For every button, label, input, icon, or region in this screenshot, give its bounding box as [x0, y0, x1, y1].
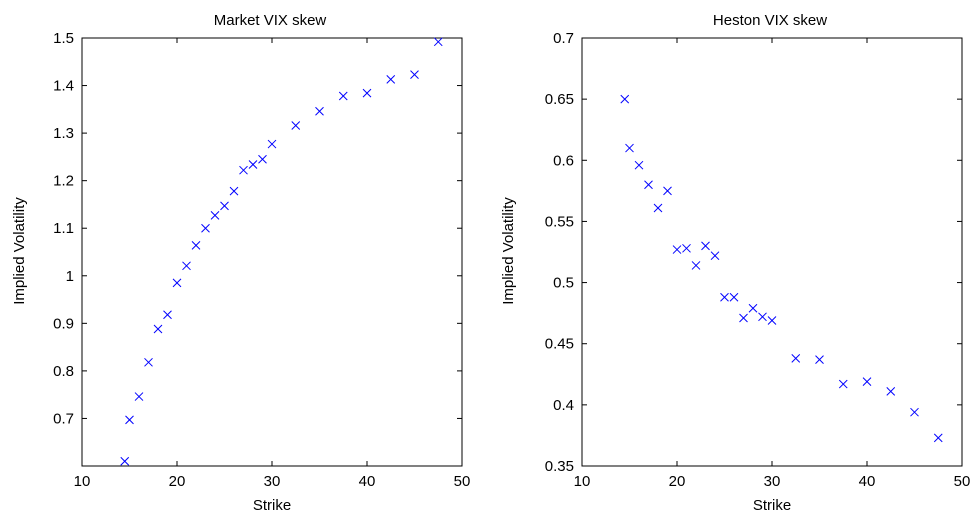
x-marker-point — [933, 433, 943, 443]
y-tick-label: 1 — [66, 268, 74, 285]
x-marker-point — [433, 37, 443, 47]
x-marker-point — [362, 88, 372, 98]
x-tick-label: 40 — [359, 473, 376, 490]
x-marker-point — [682, 243, 691, 253]
x-marker-point — [701, 241, 710, 251]
y-axis-label: Implied Volatility — [11, 197, 28, 305]
y-tick-label: 1.2 — [53, 173, 74, 190]
x-marker-point — [229, 186, 239, 196]
plot-area — [581, 37, 963, 467]
x-tick-label: 10 — [574, 473, 591, 490]
plot-area — [81, 37, 463, 467]
x-marker-point — [691, 261, 701, 270]
x-marker-point — [729, 292, 739, 302]
x-tick-label: 10 — [74, 473, 91, 490]
x-marker-point — [239, 165, 248, 175]
x-marker-point — [172, 278, 182, 288]
y-tick-label: 0.65 — [545, 91, 574, 108]
x-marker-point — [120, 456, 130, 466]
x-marker-point — [144, 357, 153, 367]
x-marker-point — [125, 415, 134, 425]
x-tick-label: 50 — [454, 473, 471, 490]
x-tick-label: 40 — [859, 473, 876, 490]
x-marker-point — [153, 324, 163, 334]
x-axis-label: Strike — [753, 497, 791, 514]
y-tick-label: 0.6 — [553, 152, 574, 169]
y-axis-label: Implied Volatility — [500, 197, 517, 305]
x-marker-point — [410, 70, 419, 79]
y-tick-label: 1.1 — [53, 220, 74, 237]
x-marker-point — [634, 160, 644, 170]
x-marker-point — [258, 154, 267, 164]
x-marker-point — [315, 106, 324, 116]
x-marker-point — [191, 240, 201, 250]
y-tick-label: 0.45 — [545, 336, 574, 353]
x-marker-point — [248, 160, 258, 169]
market-vix-skew-panel: Market VIX skew 10 20 30 40 500.70.80.911.11… — [11, 12, 470, 514]
x-marker-point — [163, 310, 172, 320]
x-marker-point — [210, 211, 220, 220]
x-marker-point — [815, 355, 824, 364]
x-tick-label: 30 — [264, 473, 281, 490]
y-tick-label: 0.55 — [545, 213, 574, 230]
y-tick-label: 0.9 — [53, 315, 74, 332]
x-tick-label: 30 — [764, 473, 781, 490]
marker-layer — [120, 37, 443, 466]
y-tick-label: 0.7 — [553, 30, 574, 47]
x-marker-point — [886, 387, 896, 396]
x-axis-label: Strike — [253, 497, 291, 514]
x-marker-point — [672, 245, 682, 254]
x-marker-point — [739, 313, 748, 323]
heston-vix-skew-panel: Heston VIX skew 10 20 30 40 50 0.35 0.4 0.45 0.5… — [500, 12, 970, 514]
x-marker-point — [267, 139, 277, 149]
tick-layer: 10 20 30 40 50 0.35 0.4 0.45 0.5 0.55 0.6 0.65 0.7 — [545, 30, 971, 490]
x-tick-label: 20 — [169, 473, 186, 490]
x-marker-point — [338, 91, 348, 101]
x-marker-point — [644, 180, 653, 190]
x-marker-point — [653, 203, 663, 213]
x-marker-point — [134, 392, 144, 401]
x-marker-point — [862, 377, 872, 386]
x-marker-point — [748, 303, 758, 313]
y-tick-label: 0.35 — [545, 458, 574, 475]
y-tick-label: 0.8 — [53, 363, 74, 380]
x-tick-label: 20 — [669, 473, 686, 490]
x-marker-point — [720, 292, 729, 302]
x-marker-point — [791, 354, 801, 363]
chart-title: Market VIX skew — [214, 12, 327, 29]
y-tick-label: 1.3 — [53, 125, 74, 142]
x-tick-label: 50 — [954, 473, 971, 490]
x-marker-point — [182, 261, 191, 271]
x-marker-point — [710, 251, 720, 261]
y-tick-label: 0.7 — [53, 410, 74, 427]
x-marker-point — [767, 316, 777, 325]
marker-layer — [620, 94, 943, 443]
x-marker-point — [220, 201, 229, 211]
x-marker-point — [838, 379, 848, 389]
x-marker-point — [663, 186, 672, 196]
x-marker-point — [291, 121, 301, 130]
x-marker-point — [386, 75, 396, 84]
x-marker-point — [758, 312, 767, 322]
x-marker-point — [910, 407, 919, 417]
x-marker-point — [201, 223, 210, 233]
y-tick-label: 0.5 — [553, 275, 574, 292]
y-tick-label: 1.4 — [53, 78, 74, 95]
y-tick-label: 0.4 — [553, 397, 574, 414]
chart-title: Heston VIX skew — [713, 12, 827, 29]
tick-layer: 10 20 30 40 50 0.7 0.8 0.9 1 1.1 1.2 1.3 1.4 1.5 — [53, 30, 470, 490]
y-tick-label: 1.5 — [53, 30, 74, 47]
x-marker-point — [620, 94, 630, 104]
x-marker-point — [625, 143, 634, 153]
